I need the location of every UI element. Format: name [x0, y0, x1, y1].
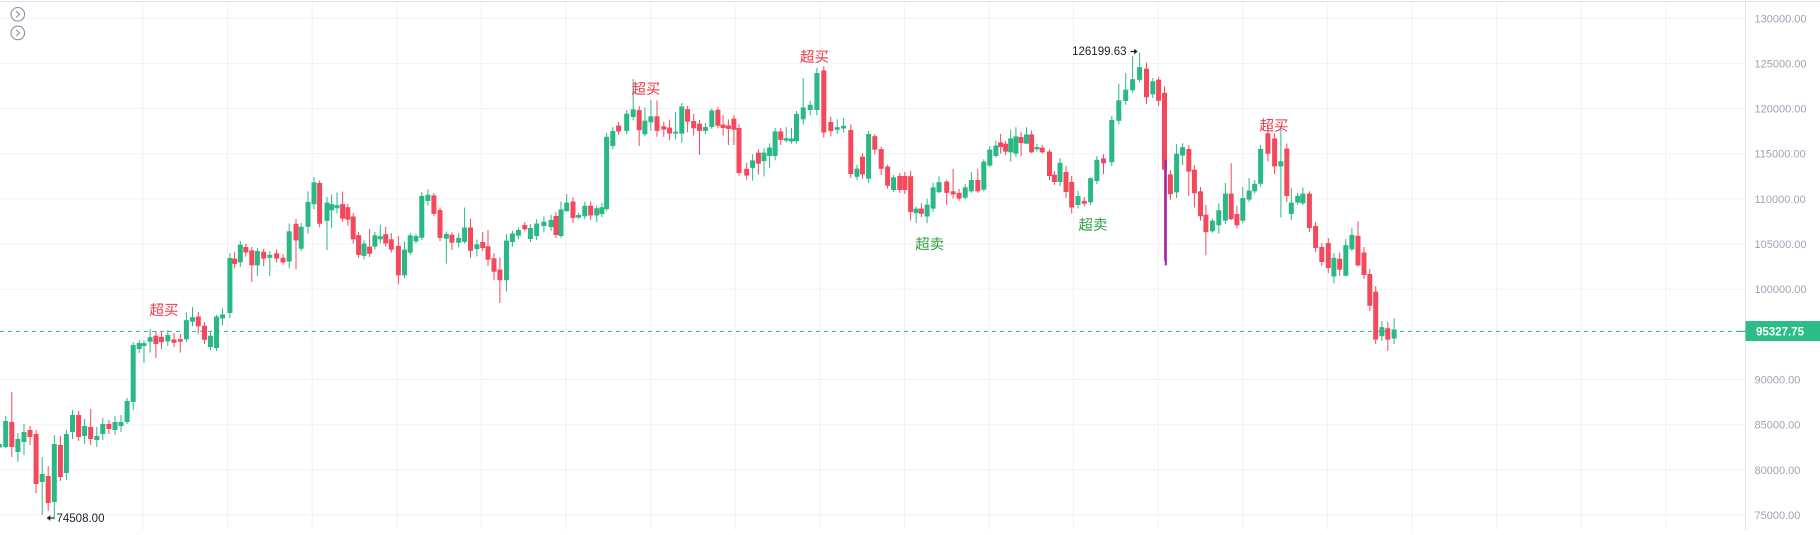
svg-text:75000.00: 75000.00 — [1755, 510, 1801, 522]
svg-text:100000.00: 100000.00 — [1755, 284, 1807, 296]
svg-text:74508.00: 74508.00 — [57, 513, 105, 525]
svg-text:125000.00: 125000.00 — [1755, 58, 1807, 70]
svg-text:95327.75: 95327.75 — [1756, 327, 1805, 339]
svg-text:115000.00: 115000.00 — [1755, 149, 1806, 161]
svg-text:80000.00: 80000.00 — [1755, 465, 1801, 477]
svg-text:120000.00: 120000.00 — [1755, 104, 1807, 116]
svg-text:110000.00: 110000.00 — [1755, 194, 1806, 206]
svg-text:85000.00: 85000.00 — [1755, 420, 1801, 432]
svg-text:126199.63: 126199.63 — [1072, 46, 1126, 58]
svg-text:105000.00: 105000.00 — [1755, 239, 1807, 251]
svg-text:90000.00: 90000.00 — [1755, 375, 1801, 387]
svg-text:130000.00: 130000.00 — [1755, 13, 1807, 25]
